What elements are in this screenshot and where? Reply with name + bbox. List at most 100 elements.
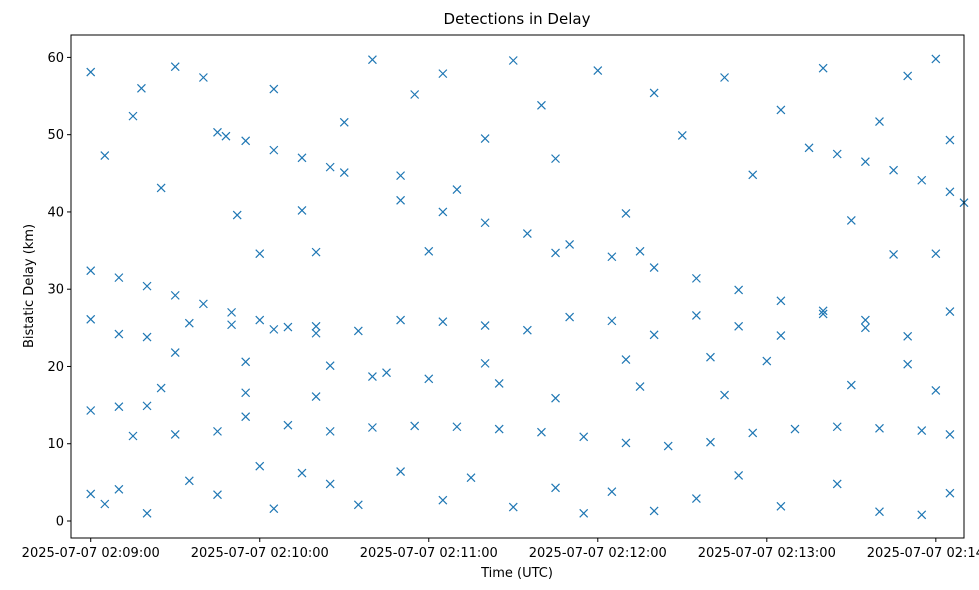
scatter-point xyxy=(86,314,96,324)
scatter-point xyxy=(232,210,242,220)
scatter-point xyxy=(170,348,180,357)
scatter-point xyxy=(170,62,180,72)
scatter-point xyxy=(945,430,955,439)
scatter-point xyxy=(889,250,898,259)
scatter-point xyxy=(790,424,800,434)
scatter-point xyxy=(339,117,349,127)
scatter-point xyxy=(889,165,898,175)
scatter-point xyxy=(691,311,701,320)
scatter-point xyxy=(269,504,279,514)
scatter-point xyxy=(255,461,265,471)
scatter-point xyxy=(213,127,222,137)
y-tick-label: 0 xyxy=(56,515,64,530)
scatter-point xyxy=(255,315,265,325)
scatter-point xyxy=(142,332,152,342)
scatter-point xyxy=(776,296,786,306)
scatter-point xyxy=(776,501,786,511)
scatter-point xyxy=(367,423,377,432)
scatter-point xyxy=(621,355,631,364)
scatter-point xyxy=(311,247,321,257)
scatter-point xyxy=(945,488,955,498)
scatter-point xyxy=(917,510,927,520)
scatter-point xyxy=(311,328,321,338)
scatter-point xyxy=(114,273,124,283)
x-tick-label: 2025-07-07 02:09:00 xyxy=(22,546,160,561)
scatter-point xyxy=(832,422,842,432)
scatter-point xyxy=(804,143,814,153)
scatter-point xyxy=(198,73,208,82)
scatter-point xyxy=(832,479,842,489)
scatter-point xyxy=(353,326,363,336)
scatter-point xyxy=(860,323,870,333)
scatter-point xyxy=(565,239,575,249)
y-tick-label: 10 xyxy=(47,437,64,452)
scatter-point xyxy=(156,183,166,193)
scatter-point xyxy=(114,484,124,494)
scatter-point xyxy=(607,252,617,262)
scatter-point xyxy=(269,145,279,155)
scatter-point xyxy=(297,205,307,215)
scatter-point xyxy=(917,175,927,185)
scatter-point xyxy=(818,309,828,319)
scatter-point xyxy=(649,330,659,340)
scatter-point xyxy=(875,423,884,433)
scatter-point xyxy=(522,325,532,335)
y-axis-ticks: 0 10 20 30 40 50 60 xyxy=(47,51,71,530)
y-tick-label: 20 xyxy=(47,360,64,375)
scatter-point xyxy=(508,56,518,65)
scatter-point xyxy=(832,149,842,159)
scatter-point xyxy=(537,427,546,437)
scatter-point xyxy=(903,359,913,369)
scatter-point xyxy=(142,508,152,518)
scatter-point xyxy=(846,380,856,390)
scatter-point xyxy=(170,290,180,300)
scatter-point xyxy=(551,393,560,403)
scatter-point xyxy=(860,315,870,325)
x-axis-ticks: 2025-07-07 02:09:00 2025-07-07 02:10:00 20… xyxy=(22,538,979,561)
scatter-point xyxy=(269,84,279,94)
scatter-point xyxy=(142,401,152,411)
scatter-point xyxy=(86,489,96,499)
scatter-point xyxy=(255,249,265,259)
scatter-point xyxy=(128,111,138,121)
scatter-point xyxy=(579,508,589,518)
scatter-point xyxy=(494,379,504,388)
scatter-point xyxy=(466,473,476,483)
scatter-point xyxy=(551,248,560,258)
scatter-point xyxy=(621,209,631,218)
chart-title: Detections in Delay xyxy=(444,10,591,28)
scatter-point xyxy=(508,502,518,512)
y-tick-label: 60 xyxy=(47,51,64,66)
scatter-point xyxy=(649,506,659,516)
x-tick-label: 2025-07-07 02:11:00 xyxy=(360,546,498,561)
scatter-point xyxy=(734,285,744,295)
scatter-point xyxy=(325,162,335,172)
scatter-point xyxy=(931,385,941,395)
y-tick-label: 40 xyxy=(47,205,64,220)
scatter-point xyxy=(86,266,96,276)
scatter-point xyxy=(325,361,335,371)
scatter-point xyxy=(875,117,884,126)
scatter-point xyxy=(537,100,546,110)
scatter-point xyxy=(818,306,828,316)
x-tick-label: 2025-07-07 02:13:00 xyxy=(698,546,836,561)
y-axis-label: Bistatic Delay (km) xyxy=(22,224,37,348)
scatter-point xyxy=(325,426,335,436)
y-tick-label: 30 xyxy=(47,283,64,298)
scatter-point xyxy=(720,73,729,82)
scatter-point xyxy=(438,69,448,79)
scatter-point xyxy=(100,499,110,509)
scatter-point xyxy=(691,494,701,504)
scatter-point xyxy=(396,171,406,181)
scatter-point xyxy=(156,383,166,393)
scatter-point xyxy=(649,263,659,272)
scatter-point xyxy=(706,437,715,447)
scatter-point xyxy=(438,495,448,505)
scatter-point xyxy=(663,441,673,451)
scatter-point xyxy=(137,83,146,93)
scatter-point xyxy=(551,154,560,164)
scatter-point xyxy=(241,136,251,146)
scatter-point xyxy=(396,467,406,476)
scatter-point xyxy=(945,307,955,317)
